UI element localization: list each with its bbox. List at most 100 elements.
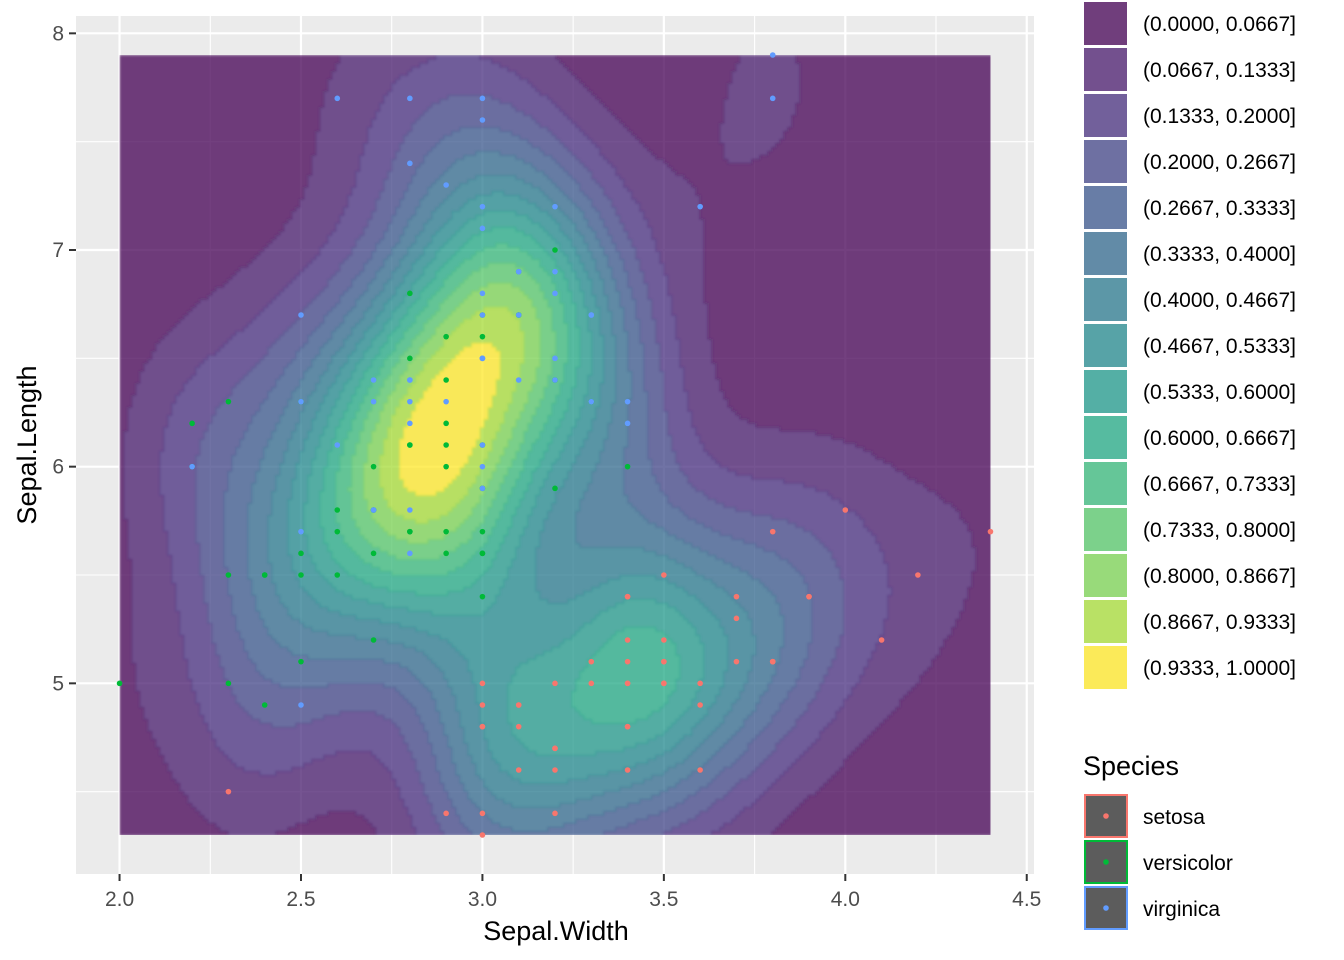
data-point-setosa [624, 767, 631, 773]
species-legend-point [1103, 813, 1109, 819]
data-point-versicolor [443, 463, 449, 470]
data-point-setosa [806, 593, 812, 600]
data-point-setosa [624, 680, 631, 687]
y-tick-label: 7 [52, 239, 64, 262]
x-tick-label: 3.0 [468, 888, 497, 911]
data-point-virginica [298, 528, 304, 535]
data-point-setosa [733, 593, 740, 600]
data-point-virginica [298, 398, 304, 405]
data-point-virginica [370, 377, 377, 383]
data-point-versicolor [225, 680, 232, 687]
data-point-versicolor [479, 550, 486, 557]
data-point-virginica [479, 203, 486, 210]
data-point-setosa [479, 723, 486, 730]
data-point-virginica [370, 507, 377, 513]
x-tick-label: 4.0 [831, 888, 860, 911]
data-point-versicolor [443, 333, 449, 340]
data-point-versicolor [298, 550, 304, 557]
data-point-versicolor [261, 702, 268, 708]
data-point-versicolor [479, 593, 486, 600]
data-point-virginica [479, 463, 486, 470]
data-point-setosa [697, 680, 703, 687]
data-point-virginica [552, 355, 558, 362]
data-point-versicolor [298, 658, 304, 665]
density-level-band [287, 191, 729, 784]
data-point-versicolor [370, 637, 377, 643]
data-point-setosa [624, 658, 631, 665]
legend-label: (0.8000, 0.8667] [1143, 565, 1296, 588]
data-point-virginica [479, 442, 486, 448]
species-legend-label: versicolor [1143, 852, 1233, 875]
data-point-virginica [515, 312, 522, 318]
data-point-virginica [515, 268, 522, 275]
y-axis-title: Sepal.Length [12, 365, 42, 524]
data-point-versicolor [479, 333, 486, 340]
data-point-setosa [661, 658, 667, 665]
data-point-virginica [552, 377, 558, 383]
density-level-band [123, 55, 977, 835]
y-tick-label: 5 [52, 672, 64, 695]
data-point-setosa [552, 767, 558, 773]
legend-key [1084, 554, 1127, 597]
y-tick-label: 8 [52, 22, 64, 45]
legend-key [1084, 324, 1127, 367]
data-point-virginica [407, 95, 413, 102]
data-point-virginica [552, 268, 558, 275]
species-legend-key [1084, 886, 1128, 930]
data-point-setosa [624, 637, 631, 643]
data-point-virginica [552, 290, 558, 297]
data-point-virginica [189, 463, 195, 470]
data-point-versicolor [189, 420, 195, 427]
data-point-virginica [479, 225, 486, 232]
data-point-versicolor [261, 572, 268, 578]
data-point-versicolor [370, 463, 377, 470]
legend-label: (0.9333, 1.0000] [1143, 657, 1296, 680]
data-point-virginica [370, 398, 377, 405]
data-point-versicolor [552, 247, 558, 253]
data-point-virginica [334, 95, 341, 102]
legend-label: (0.3333, 0.4000] [1143, 243, 1296, 266]
data-point-versicolor [225, 398, 232, 405]
data-point-virginica [407, 507, 413, 513]
legend-label: (0.0667, 0.1333] [1143, 59, 1296, 82]
data-point-setosa [479, 680, 486, 687]
data-point-versicolor [407, 442, 413, 448]
legend-key [1084, 140, 1127, 183]
data-point-virginica [588, 312, 595, 318]
legend-key [1084, 508, 1127, 551]
data-point-virginica [552, 203, 558, 210]
legend-key [1084, 232, 1127, 275]
data-point-versicolor [479, 528, 486, 535]
legend-label: (0.5333, 0.6000] [1143, 381, 1296, 404]
y-tick-label: 6 [52, 456, 64, 479]
legend-label: (0.1333, 0.2000] [1143, 105, 1296, 128]
data-point-setosa [552, 745, 558, 752]
x-tick-label: 3.5 [649, 888, 678, 911]
legend-key [1084, 370, 1127, 413]
data-point-setosa [225, 788, 232, 795]
species-legend-point [1103, 859, 1109, 865]
data-point-setosa [842, 507, 849, 513]
data-point-setosa [552, 810, 558, 817]
data-point-virginica [624, 398, 631, 405]
data-point-setosa [479, 702, 486, 708]
data-point-virginica [769, 52, 776, 58]
data-point-virginica [479, 485, 486, 492]
data-point-setosa [733, 615, 740, 622]
data-point-setosa [769, 528, 776, 535]
data-point-virginica [479, 95, 486, 102]
species-legend-label: virginica [1143, 898, 1220, 921]
legend-key [1084, 94, 1127, 137]
x-tick-label: 2.5 [286, 888, 315, 911]
data-point-setosa [878, 637, 885, 643]
density-level-band [319, 227, 681, 724]
data-point-versicolor [370, 550, 377, 557]
legend-label: (0.0000, 0.0667] [1143, 13, 1296, 36]
data-point-setosa [733, 658, 740, 665]
density-level-band [399, 343, 501, 496]
data-point-versicolor [624, 463, 631, 470]
data-point-setosa [661, 572, 667, 578]
data-point-virginica [479, 312, 486, 318]
density-bands [119, 55, 991, 835]
data-point-versicolor [334, 507, 341, 513]
